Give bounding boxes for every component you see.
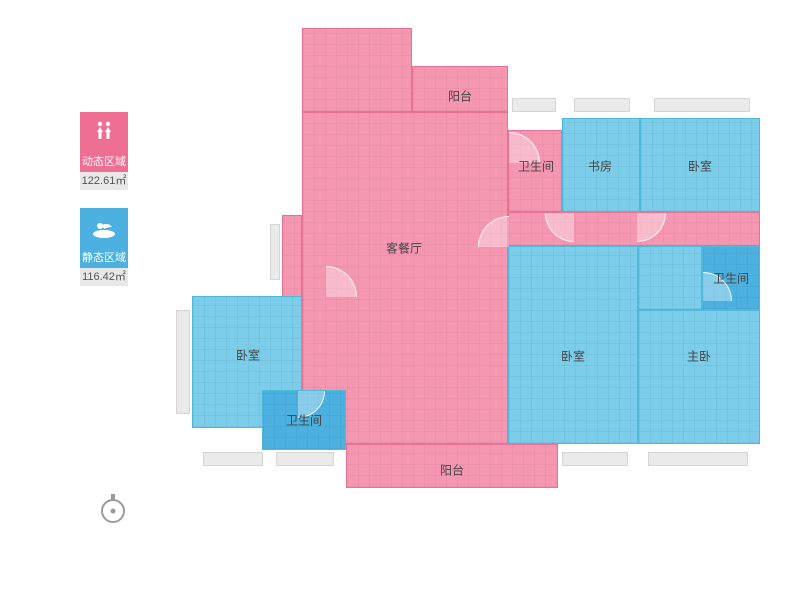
room-master_notch [638, 246, 702, 310]
static-zone-label: 静态区域 [80, 248, 128, 268]
compass-icon [96, 490, 130, 524]
room-master [638, 310, 760, 444]
room-living_top [302, 28, 412, 112]
floor-plan-marker [562, 452, 628, 466]
room-label-bed_mid: 卧室 [561, 348, 585, 365]
room-label-balcony_top: 阳台 [448, 88, 472, 105]
room-bed_mid [508, 246, 638, 444]
room-label-bath_left: 卫生间 [286, 412, 322, 429]
static-zone-value: 116.42㎡ [80, 268, 128, 286]
floor-plan-marker [270, 224, 280, 280]
room-label-bed_left: 卧室 [236, 347, 260, 364]
room-label-living_main: 客餐厅 [386, 240, 422, 257]
floor-plan-marker [574, 98, 630, 112]
floor-plan-marker [176, 310, 190, 414]
dynamic-zone-icon [80, 112, 128, 152]
floor-plan-marker [276, 452, 334, 466]
floor-plan-marker [512, 98, 556, 112]
static-zone-icon [80, 208, 128, 248]
dynamic-zone-label: 动态区域 [80, 152, 128, 172]
floor-plan-marker [648, 452, 748, 466]
room-label-study: 书房 [588, 158, 612, 175]
dynamic-zone-value: 122.61㎡ [80, 172, 128, 190]
room-label-bath_right: 卫生间 [713, 270, 749, 287]
room-label-master: 主卧 [687, 348, 711, 365]
floor-plan-marker [203, 452, 263, 466]
room-label-bath_top: 卫生间 [518, 158, 554, 175]
floor-plan-marker [654, 98, 750, 112]
room-label-balcony_bottom: 阳台 [440, 462, 464, 479]
room-label-bed_tr: 卧室 [688, 158, 712, 175]
